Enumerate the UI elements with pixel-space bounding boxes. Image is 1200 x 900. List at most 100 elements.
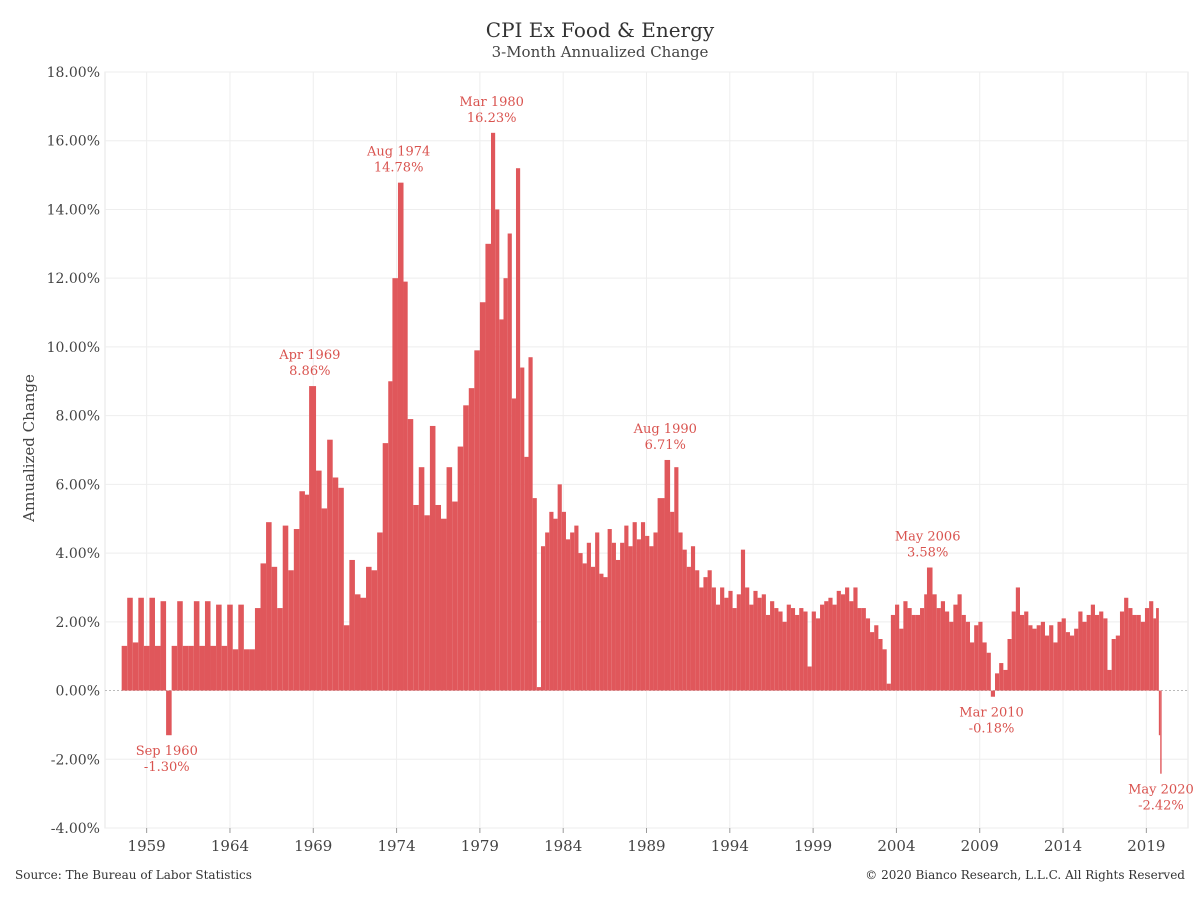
data-bar <box>707 570 712 691</box>
data-bar <box>1153 618 1157 691</box>
x-tick-label: 2009 <box>961 837 999 855</box>
annotation-value: 8.86% <box>289 364 330 379</box>
data-bar <box>874 625 879 691</box>
data-bar <box>678 532 683 691</box>
data-bar <box>857 608 862 691</box>
y-tick-label: 16.00% <box>47 134 100 150</box>
data-bar <box>418 467 425 691</box>
data-bar <box>160 601 167 691</box>
data-bar <box>986 652 991 691</box>
annotation-value: -2.42% <box>1138 799 1184 814</box>
y-axis-title: Annualized Change <box>20 374 38 523</box>
data-bar <box>227 604 233 691</box>
data-bar <box>327 439 333 691</box>
data-bar <box>795 614 800 691</box>
data-bar <box>828 597 833 691</box>
data-bar <box>995 673 1000 691</box>
data-bar <box>695 570 700 691</box>
data-bar <box>149 597 155 691</box>
data-bar <box>182 645 189 691</box>
data-bar <box>803 611 808 691</box>
x-tick-label: 1984 <box>544 837 582 855</box>
data-bar <box>686 566 691 691</box>
data-bar <box>1107 669 1112 691</box>
data-bar <box>1128 608 1133 691</box>
annotation-value: 6.71% <box>645 438 686 453</box>
x-tick-label: 1994 <box>711 837 749 855</box>
data-bar <box>724 597 729 691</box>
data-bar <box>524 456 529 691</box>
data-bar <box>1099 611 1104 691</box>
data-bar <box>782 621 787 691</box>
data-bar <box>138 597 144 691</box>
data-bar <box>520 367 525 691</box>
data-bar <box>1140 621 1145 691</box>
data-bar <box>316 470 322 691</box>
data-bar <box>932 594 937 691</box>
data-bar <box>736 594 741 691</box>
data-bar <box>1061 618 1066 691</box>
data-bar <box>429 425 436 691</box>
data-bar <box>820 604 825 691</box>
data-bar <box>961 614 966 691</box>
data-bar <box>732 608 737 691</box>
y-tick-label: 12.00% <box>47 271 100 287</box>
x-tick-label: 1969 <box>294 837 332 855</box>
y-tick-label: 8.00% <box>56 409 100 425</box>
x-tick-label: 2014 <box>1044 837 1082 855</box>
data-bar <box>715 604 721 691</box>
data-bar <box>1082 621 1087 691</box>
data-bar <box>166 690 172 736</box>
data-bar <box>299 491 305 691</box>
data-bar <box>171 645 178 691</box>
data-bar <box>441 518 447 691</box>
data-bar <box>832 604 837 691</box>
data-bar <box>238 604 244 691</box>
data-bar <box>720 587 725 691</box>
data-bar <box>636 539 641 691</box>
data-bar <box>1011 611 1016 691</box>
annotation-date: May 2020 <box>1128 783 1194 798</box>
data-bar <box>699 587 704 691</box>
data-bar <box>1156 608 1159 691</box>
x-tick-label: 2019 <box>1127 837 1165 855</box>
data-bar <box>753 590 758 691</box>
data-bar <box>1019 614 1025 691</box>
annotation-date: Aug 1974 <box>366 145 430 160</box>
data-bar <box>1144 608 1150 691</box>
data-bar <box>915 614 921 691</box>
data-bar <box>570 532 575 691</box>
annotation-value: -0.18% <box>969 722 1015 737</box>
data-bar <box>260 563 267 691</box>
data-bar <box>815 618 821 691</box>
data-bar <box>1074 628 1079 691</box>
data-bar <box>649 546 654 691</box>
data-bar <box>903 601 908 691</box>
y-tick-label: -2.00% <box>51 752 100 768</box>
annotation-date: Mar 1980 <box>459 95 524 110</box>
data-bar <box>553 518 558 691</box>
data-bar <box>304 494 310 691</box>
data-bar <box>895 604 900 691</box>
data-bar <box>599 573 604 691</box>
data-bar <box>366 566 372 691</box>
data-bar <box>953 604 958 691</box>
data-bar <box>468 388 475 691</box>
data-bar <box>193 601 200 691</box>
data-bar <box>397 182 404 691</box>
data-bar <box>765 614 771 691</box>
x-tick-label: 2004 <box>877 837 915 855</box>
data-bar <box>1094 614 1100 691</box>
copyright-note: © 2020 Bianco Research, L.L.C. All Right… <box>865 868 1185 882</box>
data-bar <box>924 594 927 691</box>
data-bar <box>424 515 430 691</box>
data-bar <box>670 511 675 691</box>
data-bar <box>890 614 896 691</box>
source-note: Source: The Bureau of Labor Statistics <box>15 868 252 882</box>
data-bar <box>243 649 250 691</box>
data-bar <box>277 608 283 691</box>
bars-layer <box>121 132 1162 774</box>
data-bar <box>499 319 504 691</box>
data-bar <box>861 608 866 691</box>
data-bar <box>999 663 1004 691</box>
